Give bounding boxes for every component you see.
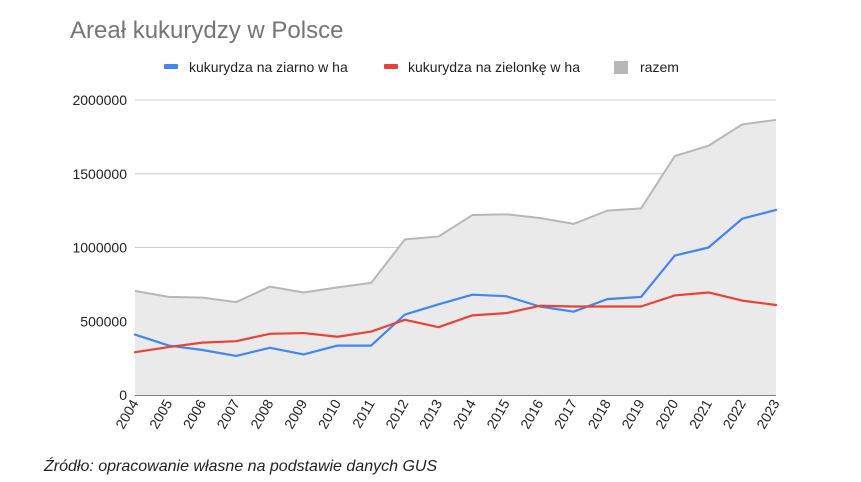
legend-swatch-zielonka — [384, 64, 398, 69]
y-tick-label: 1500000 — [72, 166, 127, 182]
y-tick-label: 1000000 — [72, 240, 127, 256]
x-tick-label: 2004 — [112, 396, 142, 431]
x-tick-label: 2019 — [618, 396, 648, 431]
y-tick-label: 500000 — [80, 313, 127, 329]
x-tick-label: 2022 — [719, 396, 749, 431]
legend-label-zielonka: kukurydza na zielonkę w ha — [408, 59, 580, 75]
x-tick-label: 2012 — [382, 396, 412, 431]
x-tick-label: 2015 — [483, 396, 513, 431]
legend-swatch-ziarno — [164, 64, 178, 69]
x-tick-label: 2018 — [584, 396, 614, 431]
x-tick-label: 2021 — [686, 396, 716, 431]
x-tick-label: 2006 — [180, 396, 210, 431]
chart-title: Areał kukurydzy w Polsce — [70, 17, 343, 44]
y-axis: 0 500000 1000000 1500000 2000000 — [72, 92, 127, 403]
series-line-ziarno — [133, 208, 778, 358]
legend-swatch-razem — [614, 61, 628, 74]
x-tick-label: 2016 — [517, 396, 547, 431]
x-axis: 2004 2005 2006 2007 2008 2009 2010 2011 2012 2013… — [112, 396, 783, 431]
x-tick-label: 2011 — [349, 396, 378, 430]
source-note: Źródło: opracowanie własne na podstawie … — [44, 458, 438, 475]
series-line-zielonka — [133, 291, 778, 354]
x-tick-label: 2020 — [652, 396, 682, 431]
area-layer — [134, 118, 777, 395]
legend: kukurydza na ziarno w ha kukurydza na zi… — [164, 59, 679, 75]
y-tick-label: 2000000 — [72, 92, 127, 108]
legend-label-razem: razem — [640, 59, 679, 75]
x-tick-label: 2017 — [551, 396, 581, 431]
legend-label-ziarno: kukurydza na ziarno w ha — [189, 59, 348, 75]
lines-layer — [133, 208, 778, 358]
x-tick-label: 2010 — [315, 396, 345, 431]
x-tick-label: 2008 — [247, 396, 277, 431]
x-tick-label: 2009 — [281, 396, 311, 431]
series-line-razem — [134, 118, 777, 304]
x-tick-label: 2023 — [753, 396, 783, 431]
x-tick-label: 2005 — [146, 396, 176, 431]
y-tick-label: 0 — [119, 387, 127, 403]
x-tick-label: 2013 — [416, 396, 446, 431]
area-fill-razem — [135, 119, 776, 395]
x-tick-label: 2007 — [213, 396, 243, 431]
x-tick-label: 2014 — [450, 396, 480, 431]
